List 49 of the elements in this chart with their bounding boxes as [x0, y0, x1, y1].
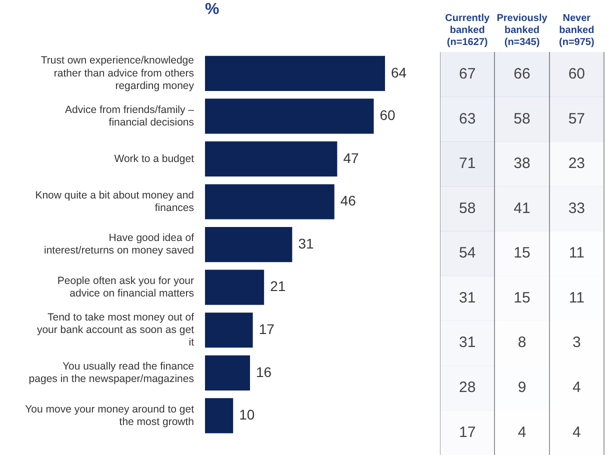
data-label: 46 — [340, 192, 356, 209]
data-label: 28 — [458, 378, 476, 396]
x-tick-label: Never banked (n=975) — [559, 12, 594, 48]
data-label: 33 — [568, 200, 586, 217]
data-label: 63 — [458, 110, 476, 128]
data-label: 60 — [380, 107, 396, 124]
data-label: 8 — [518, 334, 526, 352]
x-axis-title: % — [205, 1, 220, 18]
y-tick-label: Trust own experience/knowledge rather than advice from others regarding money — [40, 54, 195, 92]
data-label: 47 — [343, 150, 359, 166]
x-tick-label: Previously banked (n=345) — [496, 12, 548, 48]
y-tick-label: Know quite a bit about money and finances — [35, 189, 194, 214]
data-label: 31 — [458, 289, 476, 306]
data-label: 4 — [572, 424, 581, 441]
data-label: 57 — [568, 110, 586, 128]
y-tick-label: You move your money around to get the most growth — [25, 403, 194, 428]
data-label: 10 — [239, 406, 255, 423]
data-label: 9 — [518, 378, 526, 396]
data-label: 31 — [298, 235, 314, 252]
data-label: 64 — [391, 64, 407, 80]
data-label: 66 — [514, 66, 530, 83]
x-tick-label: Currently banked (n=1627) — [445, 12, 490, 48]
data-label: 16 — [256, 364, 272, 380]
data-label: 15 — [514, 289, 530, 306]
data-label: 4 — [572, 378, 581, 396]
data-label: 11 — [568, 244, 584, 262]
y-tick-label: Tend to take most money out of your bank account as soon as get it — [36, 311, 194, 349]
data-label: 71 — [458, 155, 476, 172]
y-tick-label: You usually read the finance pages in the newspaper/magazines — [28, 360, 194, 386]
data-label: 4 — [518, 424, 526, 441]
data-label: 23 — [568, 155, 586, 172]
data-label: 31 — [458, 334, 476, 352]
data-label: 41 — [514, 200, 530, 217]
y-tick-label: Work to a budget — [114, 152, 194, 165]
data-label: 17 — [258, 320, 275, 337]
data-label: 67 — [458, 66, 476, 83]
y-tick-label: Have good idea of interest/returns on money saved — [44, 232, 194, 257]
data-label: 21 — [270, 278, 286, 294]
data-label: 15 — [514, 244, 530, 262]
data-label: 17 — [458, 424, 476, 441]
data-label: 54 — [458, 244, 476, 262]
data-label: 11 — [568, 289, 584, 306]
data-label: 60 — [568, 66, 586, 83]
y-tick-label: People often ask you for your advice on financial matters — [57, 274, 194, 300]
data-label: 3 — [572, 334, 581, 352]
data-label: 58 — [514, 110, 530, 128]
data-label: 58 — [458, 200, 476, 217]
data-label: 38 — [514, 155, 530, 172]
y-tick-label: Advice from friends/family – financial decisions — [65, 104, 194, 128]
